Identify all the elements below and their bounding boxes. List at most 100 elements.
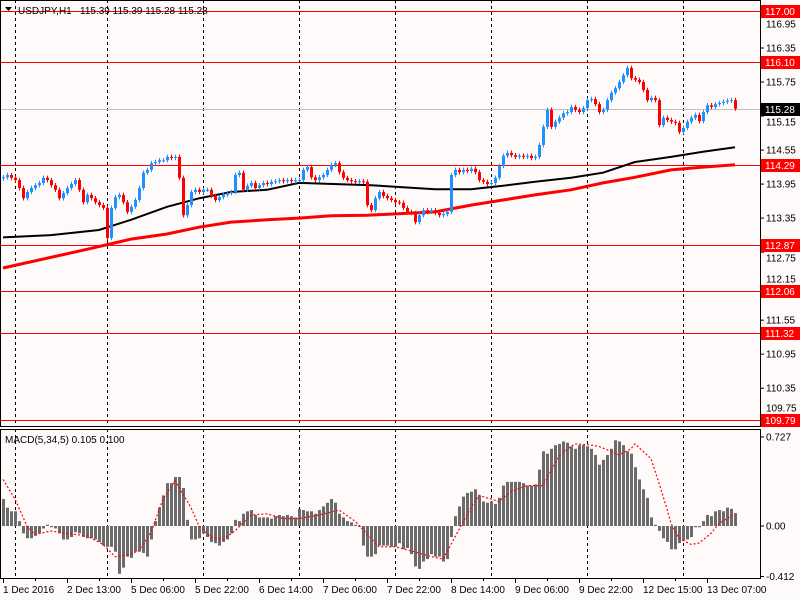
macd-bar [370, 526, 373, 557]
candle-bull [558, 117, 561, 122]
macd-bar [350, 522, 353, 526]
macd-bar [14, 511, 17, 526]
candle-bear [210, 189, 213, 196]
candle-bear [678, 122, 681, 132]
candle-bear [666, 117, 669, 121]
macd-bar [258, 517, 261, 526]
candle-bull [186, 205, 189, 216]
candle-bear [122, 194, 125, 203]
candle-bull [538, 144, 541, 157]
candle-bear [594, 99, 597, 105]
level-price-label: 109.79 [765, 416, 796, 427]
candle-bull [378, 192, 381, 199]
macd-bar [306, 511, 309, 526]
candle-bear [598, 104, 601, 113]
candle-bull [714, 104, 717, 107]
candle-bull [110, 207, 113, 238]
macd-bar [354, 524, 357, 526]
macd-bar [58, 526, 61, 534]
candle-bear [170, 156, 173, 158]
macd-bar [114, 526, 117, 552]
macd-bar [218, 526, 221, 546]
macd-bar [310, 511, 313, 526]
candle-bear [106, 207, 109, 238]
candle-bull [730, 100, 733, 102]
macd-bar [394, 526, 397, 547]
time-label: 6 Dec 14:00 [259, 585, 313, 596]
candle-bear [310, 167, 313, 178]
candle-bear [698, 114, 701, 122]
macd-bar [290, 516, 293, 526]
macd-bar [174, 477, 177, 526]
candle-bear [314, 177, 317, 181]
price-tick-label: 110.95 [766, 350, 796, 361]
candle-bull [166, 156, 169, 161]
macd-bar [650, 517, 653, 526]
candle-bull [38, 182, 41, 186]
price-tick-label: 114.55 [766, 146, 796, 157]
macd-bar [234, 519, 237, 526]
candle-bear [10, 175, 13, 178]
candle-bear [22, 188, 25, 199]
candle-bear [266, 182, 269, 185]
candle-bull [30, 188, 33, 193]
candle-bear [630, 67, 633, 79]
macd-bar [2, 499, 5, 526]
macd-bar [190, 526, 193, 540]
time-label: 9 Dec 06:00 [515, 585, 569, 596]
moving-averages [2, 146, 736, 270]
chart-header: USDJPY,H1 115.39 115.39 115.28 115.28 [5, 6, 208, 17]
macd-bar [74, 526, 77, 533]
macd-bar [90, 526, 93, 539]
macd-bar [438, 526, 441, 557]
candle-bear [50, 180, 53, 186]
candle-bull [694, 114, 697, 118]
macd-label: MACD(5,34,5) 0.105 0.100 [5, 435, 125, 446]
candle-bear [386, 195, 389, 199]
candle-bull [554, 121, 557, 127]
level-price-tag [761, 327, 800, 340]
candle-bull [42, 177, 45, 183]
candle-bear [366, 181, 369, 206]
candle-bear [346, 177, 349, 181]
macd-bar [182, 488, 185, 526]
time-axis: 1 Dec 2016 2 Dec 13:00 5 Dec 06:00 5 Dec 22… [3, 578, 767, 596]
macd-bar [78, 526, 81, 534]
macd-bar [510, 481, 513, 526]
triangle-down-icon[interactable] [5, 7, 12, 11]
candle-bear [410, 211, 413, 213]
candle-bull [686, 121, 689, 128]
price-axis: 116.95 116.35 115.75 115.15 114.55 113.95 113.… [760, 5, 800, 583]
candle-bear [14, 177, 17, 181]
candle-bull [586, 100, 589, 109]
macd-pane: MACD(5,34,5) 0.105 0.100 [2, 435, 737, 574]
candle-bull [614, 88, 617, 93]
macd-tick-label: 0.00 [766, 522, 786, 533]
macd-bar [54, 526, 57, 529]
candle-bull [526, 155, 529, 157]
time-label: 7 Dec 06:00 [323, 585, 377, 596]
moving-average-fast [2, 146, 736, 239]
candle-bull [234, 175, 237, 193]
macd-bar [530, 485, 533, 526]
macd-bar [490, 501, 493, 526]
macd-bar [566, 442, 569, 526]
candle-bear [574, 106, 577, 110]
candle-bull [726, 100, 729, 102]
candle-bull [246, 185, 249, 190]
time-label: 7 Dec 22:00 [387, 585, 441, 596]
macd-bar [362, 526, 365, 546]
macd-bar [146, 526, 149, 557]
macd-bar [86, 526, 89, 539]
macd-bar [94, 526, 97, 540]
candle-bear [354, 181, 357, 183]
candle-bear [46, 177, 49, 181]
macd-bar [406, 526, 409, 549]
candle-bull [230, 192, 233, 194]
macd-bar [470, 491, 473, 526]
macd-bar [266, 517, 269, 526]
time-label: 9 Dec 22:00 [579, 585, 633, 596]
macd-bar [522, 483, 525, 526]
